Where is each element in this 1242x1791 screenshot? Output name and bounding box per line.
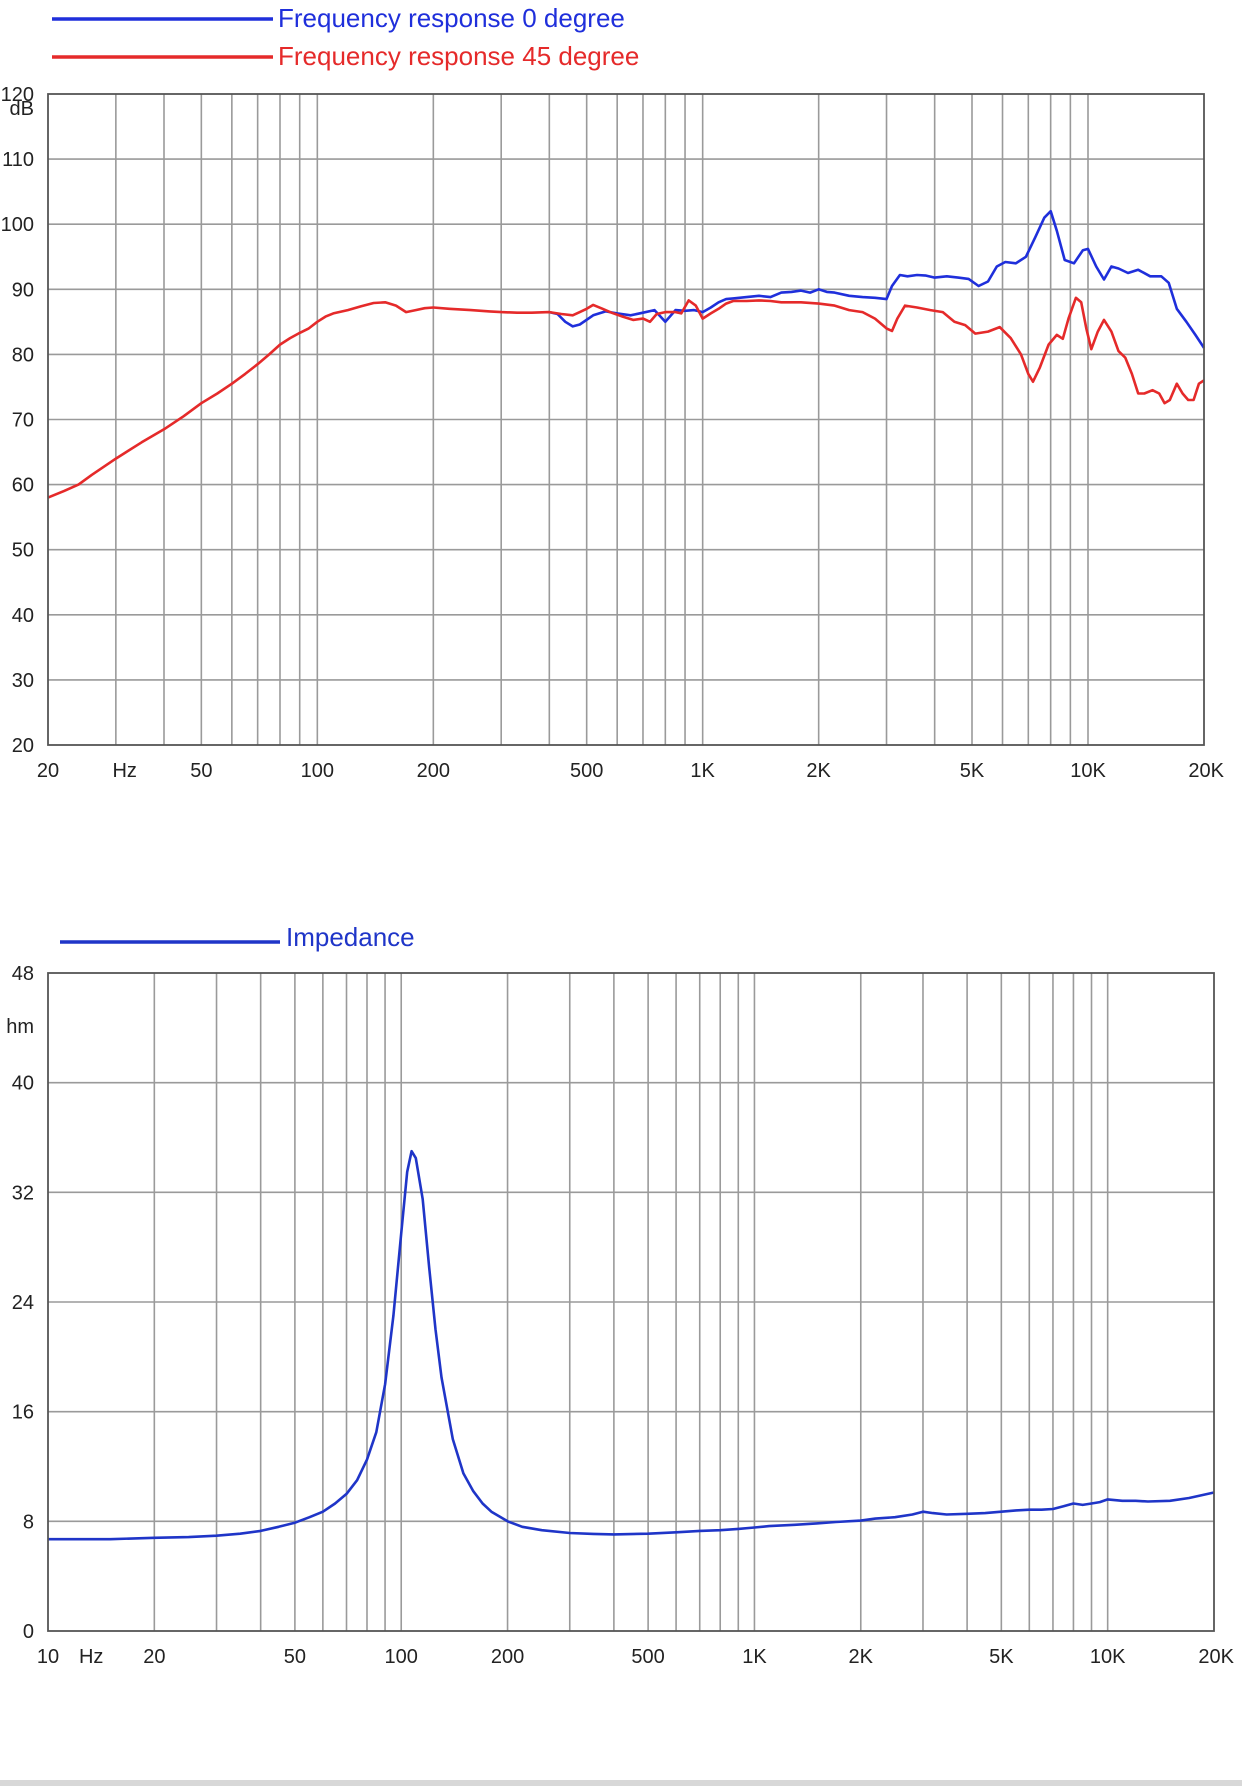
- y-tick-label: 70: [12, 410, 34, 432]
- series-line-frequency-response-0-degree: [549, 209, 1206, 349]
- x-tick-label: 2K: [849, 1646, 874, 1668]
- y-tick-label: 40: [12, 605, 34, 627]
- x-tick-label: 100: [301, 760, 334, 782]
- footer-divider: [0, 1780, 1242, 1786]
- impedance-series: [48, 1149, 1215, 1541]
- x-tick-label: 10: [37, 1646, 59, 1668]
- x-tick-label: 5K: [989, 1646, 1014, 1668]
- x-tick-label: 1K: [742, 1646, 767, 1668]
- x-unit-label: Hz: [79, 1646, 103, 1668]
- y-tick-label: 80: [12, 344, 34, 366]
- x-tick-label: 2K: [806, 760, 831, 782]
- y-tick-label: 32: [12, 1182, 34, 1204]
- x-tick-label: 50: [190, 760, 212, 782]
- frequency-response-grid: [48, 94, 1204, 745]
- x-tick-label: 1K: [690, 760, 715, 782]
- y-tick-label: 120: [1, 84, 34, 106]
- impedance-grid: [48, 973, 1214, 1631]
- y-tick-label: 110: [2, 149, 34, 171]
- x-tick-label: 5K: [960, 760, 985, 782]
- y-tick-label: 8: [23, 1511, 34, 1533]
- x-tick-label: 200: [491, 1646, 524, 1668]
- impedance-frame: [47, 972, 1215, 1632]
- y-tick-label: 24: [12, 1292, 34, 1314]
- x-tick-label: 10K: [1070, 760, 1106, 782]
- impedance-tick-labels: 48 40 32 24 16 8 0 hm 10 20 50 100 200 500 1K 2K 5K 10K 20…: [6, 963, 1234, 1668]
- x-tick-label: 20K: [1188, 760, 1224, 782]
- y-tick-label: 40: [12, 1073, 34, 1095]
- x-tick-label: 100: [385, 1646, 418, 1668]
- x-tick-label: 200: [417, 760, 450, 782]
- y-tick-label: 50: [12, 540, 34, 562]
- frequency-response-series: [47, 209, 1206, 499]
- y-tick-label: 20: [12, 735, 34, 757]
- y-tick-label: 16: [12, 1402, 34, 1424]
- x-unit-label: Hz: [112, 760, 136, 782]
- legend-label-45-degree: Frequency response 45 degree: [278, 41, 639, 71]
- impedance-chart: 48 40 32 24 16 8 0 hm 10 20 50 100 200 500 1K 2K 5K 10K 20…: [6, 963, 1234, 1668]
- y-tick-label: 30: [12, 670, 34, 692]
- series-line-impedance: [48, 1149, 1215, 1541]
- y-tick-label: 90: [12, 279, 34, 301]
- x-tick-label: 10K: [1090, 1646, 1126, 1668]
- frequency-response-chart: 120 110 100 90 80 70 60 50 40 30 20 dB 20 50 100 200 500…: [1, 84, 1225, 782]
- legend-label-0-degree: Frequency response 0 degree: [278, 3, 625, 33]
- x-tick-label: 50: [284, 1646, 306, 1668]
- y-tick-label: 0: [23, 1621, 34, 1643]
- x-tick-label: 500: [570, 760, 603, 782]
- y-tick-label: 100: [1, 214, 34, 236]
- legend-label-impedance: Impedance: [286, 922, 415, 952]
- y-unit-label: dB: [10, 98, 34, 120]
- legend-frequency-response: Frequency response 0 degree Frequency re…: [52, 3, 639, 71]
- x-tick-label: 20: [37, 760, 59, 782]
- y-tick-label: 60: [12, 475, 34, 497]
- x-tick-label: 20: [143, 1646, 165, 1668]
- legend-impedance: Impedance: [60, 922, 415, 952]
- y-tick-label: 48: [12, 963, 34, 985]
- frequency-response-frame: [47, 93, 1205, 746]
- x-tick-label: 500: [631, 1646, 664, 1668]
- series-line-frequency-response-45-degree: [47, 296, 1205, 499]
- frequency-response-tick-labels: 120 110 100 90 80 70 60 50 40 30 20 dB 20 50 100 200 500…: [1, 84, 1225, 782]
- x-tick-label: 20K: [1198, 1646, 1234, 1668]
- y-unit-label: hm: [6, 1016, 34, 1038]
